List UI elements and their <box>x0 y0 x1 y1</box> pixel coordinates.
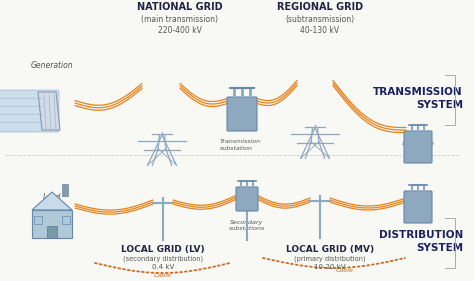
Text: (subtransmission): (subtransmission) <box>285 15 355 24</box>
Text: NATIONAL GRID: NATIONAL GRID <box>137 2 223 12</box>
Text: 0.4 kV: 0.4 kV <box>152 264 174 270</box>
Text: Transmission: Transmission <box>220 139 261 144</box>
Polygon shape <box>38 92 60 130</box>
Text: DISTRIBUTION: DISTRIBUTION <box>379 230 463 240</box>
Text: (primary distribution): (primary distribution) <box>294 256 366 262</box>
FancyBboxPatch shape <box>404 131 432 163</box>
Text: SYSTEM: SYSTEM <box>416 243 463 253</box>
Text: Secondary: Secondary <box>230 220 264 225</box>
Text: Cable: Cable <box>154 273 172 278</box>
Text: substations: substations <box>229 226 265 231</box>
Text: Primary: Primary <box>406 134 430 139</box>
Text: 10-20 kV: 10-20 kV <box>314 264 346 270</box>
Bar <box>62 216 70 224</box>
Text: Load: Load <box>43 193 61 202</box>
Text: LOCAL GRID (LV): LOCAL GRID (LV) <box>121 245 205 254</box>
Text: Generation: Generation <box>31 61 73 70</box>
Text: SYSTEM: SYSTEM <box>416 100 463 110</box>
Text: TRANSMISSION: TRANSMISSION <box>374 87 463 97</box>
Text: substation: substation <box>401 141 435 146</box>
Text: 220-400 kV: 220-400 kV <box>158 26 202 35</box>
FancyBboxPatch shape <box>236 187 258 211</box>
Text: REGIONAL GRID: REGIONAL GRID <box>277 2 363 12</box>
Bar <box>47 226 57 238</box>
Bar <box>62 184 68 196</box>
Bar <box>34 216 42 224</box>
Text: (main transmission): (main transmission) <box>142 15 219 24</box>
FancyBboxPatch shape <box>227 97 257 131</box>
Text: 40-130 kV: 40-130 kV <box>301 26 339 35</box>
Polygon shape <box>32 192 72 210</box>
FancyBboxPatch shape <box>0 90 59 132</box>
Text: (secondary distribution): (secondary distribution) <box>123 256 203 262</box>
Text: LOCAL GRID (MV): LOCAL GRID (MV) <box>286 245 374 254</box>
FancyBboxPatch shape <box>404 191 432 223</box>
Text: substation: substation <box>220 146 253 151</box>
Bar <box>32 210 72 238</box>
Text: Cable: Cable <box>336 268 354 273</box>
